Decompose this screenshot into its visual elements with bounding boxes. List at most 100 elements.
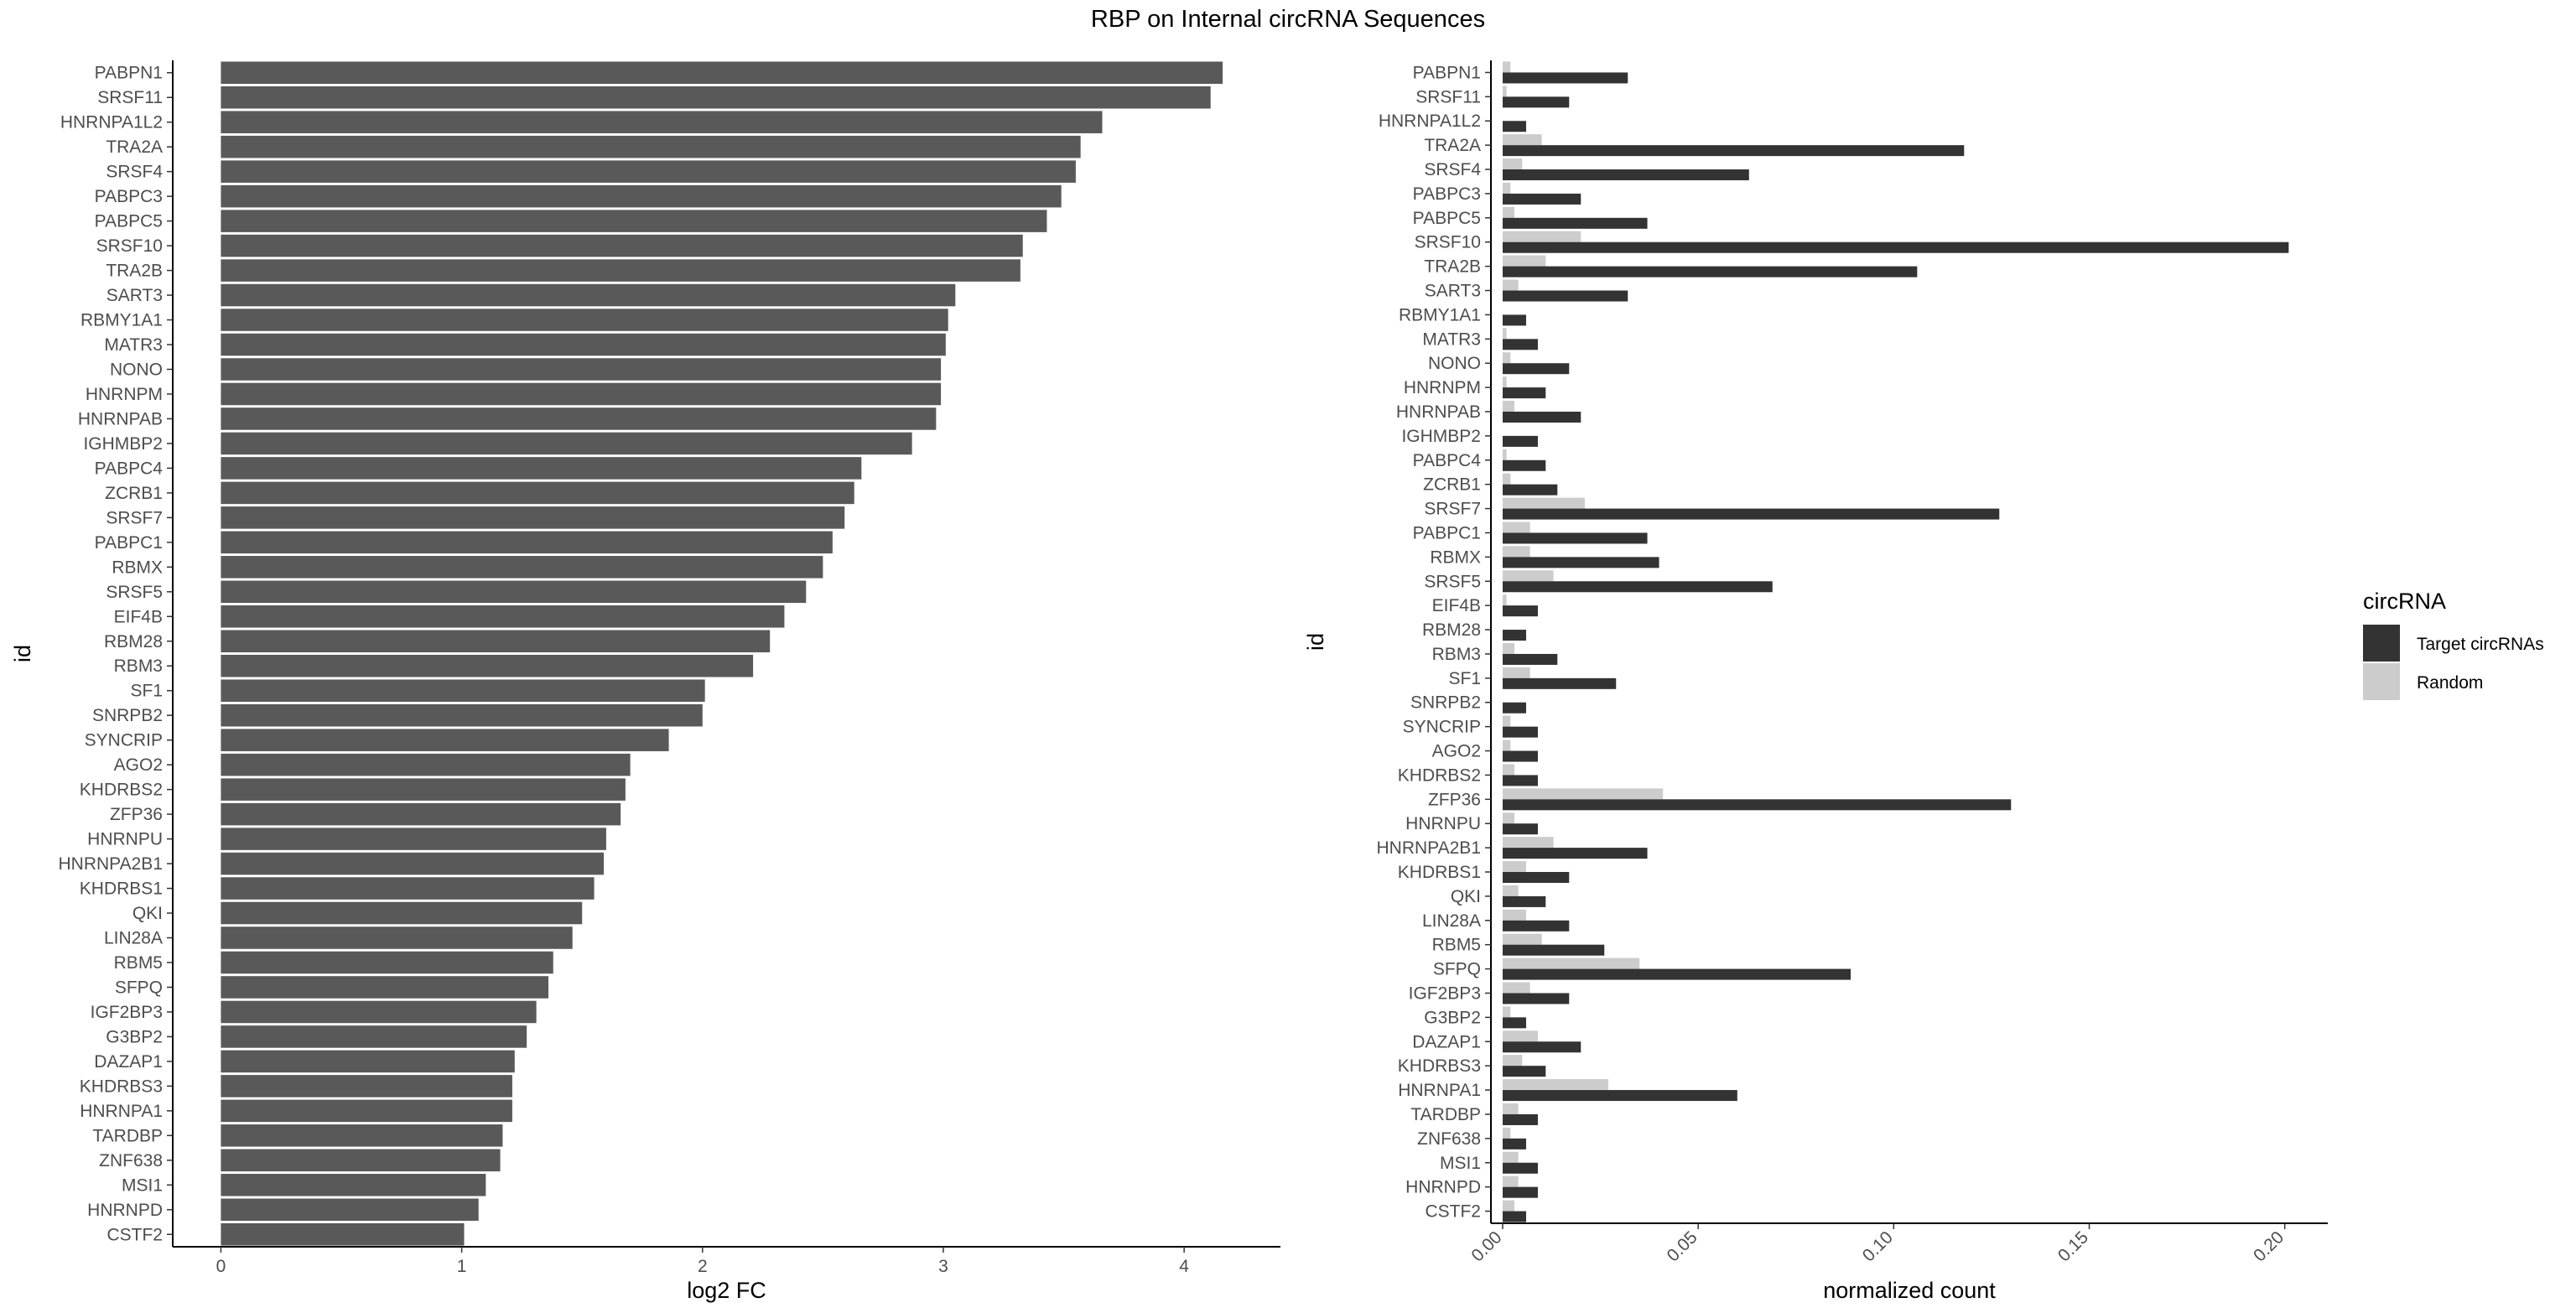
right-bar-random — [1502, 715, 1511, 727]
right-bar-target — [1502, 557, 1659, 568]
right-bar-target — [1502, 1113, 1538, 1125]
right-bar-random — [1502, 61, 1511, 73]
left-bar — [221, 1124, 503, 1147]
left-bar — [221, 333, 946, 356]
right-y-tick-label: HNRNPA2B1 — [1377, 838, 1481, 858]
right-bar-target — [1502, 508, 2000, 520]
left-y-tick-label: HNRNPAB — [78, 409, 163, 428]
left-bar — [221, 605, 785, 628]
figure-title: RBP on Internal circRNA Sequences — [1091, 6, 1485, 33]
right-bar-random — [1502, 1151, 1519, 1163]
right-bar-target — [1502, 750, 1538, 762]
left-y-tick-label: SRSF11 — [97, 88, 163, 107]
right-bar-random — [1502, 182, 1511, 194]
right-bar-random — [1502, 134, 1542, 146]
right-bar-random — [1502, 522, 1530, 533]
right-bar-target — [1502, 895, 1546, 907]
left-bar — [221, 729, 669, 751]
left-x-tick-label: 2 — [698, 1257, 708, 1276]
left-y-axis-title: id — [10, 645, 35, 662]
left-y-tick-label: TARDBP — [92, 1126, 163, 1145]
left-y-tick-label: TRA2A — [106, 138, 163, 157]
left-bar — [221, 580, 807, 604]
right-y-tick-label: NONO — [1428, 354, 1481, 373]
right-y-tick-label: SRSF7 — [1424, 500, 1481, 519]
right-bar-random — [1502, 570, 1554, 582]
left-x-tick-label: 3 — [938, 1257, 948, 1276]
left-y-tick-label: HNRNPA1 — [80, 1102, 163, 1121]
right-bar-random — [1502, 667, 1530, 678]
legend-label-random: Random — [2417, 673, 2483, 693]
right-bar-random — [1502, 86, 1507, 97]
right-y-tick-label: TARDBP — [1410, 1105, 1481, 1124]
left-y-tick-label: PABPC3 — [95, 187, 163, 206]
left-bar — [221, 86, 1211, 109]
left-bar — [221, 703, 703, 727]
right-bar-random — [1502, 788, 1664, 800]
left-bar — [221, 457, 862, 480]
right-y-tick-label: HNRNPA1L2 — [1379, 112, 1481, 131]
legend-swatch-random — [2363, 663, 2400, 700]
left-y-tick-label: HNRNPD — [87, 1201, 163, 1220]
right-y-tick-label: RBM28 — [1422, 620, 1481, 640]
left-bar — [221, 309, 948, 331]
right-bar-target — [1502, 581, 1773, 593]
left-y-tick-label: EIF4B — [114, 607, 163, 626]
left-y-tick-label: MATR3 — [104, 335, 163, 355]
left-bar — [221, 506, 845, 529]
left-y-tick-label: ZFP36 — [110, 805, 163, 824]
right-bar-target — [1502, 993, 1570, 1004]
right-y-tick-label: ZNF638 — [1417, 1129, 1481, 1149]
right-bar-random — [1502, 861, 1526, 873]
left-bar — [221, 407, 937, 430]
left-y-tick-label: DAZAP1 — [94, 1052, 163, 1072]
right-bar-target — [1502, 799, 2012, 811]
right-bar-target — [1502, 363, 1570, 375]
right-bar-random — [1502, 1127, 1511, 1139]
right-bar-random — [1502, 279, 1519, 291]
right-bar-target — [1502, 314, 1526, 326]
right-y-tick-label: RBMX — [1430, 548, 1481, 567]
right-bar-target — [1502, 1090, 1737, 1102]
left-x-axis-title: log2 FC — [687, 1278, 766, 1303]
left-bar — [221, 1025, 527, 1048]
left-x-tick-label: 4 — [1179, 1257, 1189, 1276]
legend-swatch-target — [2363, 625, 2400, 662]
right-bar-target — [1502, 726, 1538, 738]
right-y-tick-label: IGHMBP2 — [1401, 427, 1481, 446]
left-y-tick-label: KHDRBS2 — [80, 781, 163, 800]
right-y-tick-label: TRA2A — [1424, 136, 1481, 155]
left-y-tick-label: AGO2 — [114, 755, 163, 775]
left-bar — [221, 901, 583, 925]
right-bar-target — [1502, 1066, 1546, 1077]
right-bar-random — [1502, 473, 1511, 485]
left-y-tick-label: RBM3 — [114, 656, 163, 676]
right-bar-random — [1502, 449, 1507, 460]
left-y-tick-label: RBMX — [112, 558, 163, 577]
right-bar-random — [1502, 1079, 1608, 1091]
left-y-tick-label: IGF2BP3 — [91, 1003, 163, 1022]
left-y-tick-label: KHDRBS3 — [80, 1077, 163, 1096]
left-y-tick-label: KHDRBS1 — [80, 880, 163, 899]
left-x-tick-label: 1 — [457, 1257, 467, 1276]
right-bar-target — [1502, 920, 1570, 932]
right-x-tick-label: 0.05 — [1664, 1227, 1701, 1265]
left-y-tick-label: SRSF5 — [106, 583, 163, 602]
right-y-tick-label: AGO2 — [1432, 742, 1481, 761]
left-y-tick-label: SRSF7 — [106, 508, 163, 527]
right-bar-random — [1502, 837, 1554, 849]
legend-label-target: Target circRNAs — [2417, 635, 2544, 654]
right-y-tick-label: PABPC1 — [1413, 523, 1481, 542]
right-bar-target — [1502, 630, 1526, 641]
left-bar-chart: PABPN1 SRSF11 HNRNPA1L2 TRA2A SRSF4 PABPC3 PAB… — [10, 60, 1280, 1303]
right-bar-target — [1502, 121, 1526, 132]
left-bar — [221, 135, 1081, 158]
left-bar — [221, 160, 1076, 183]
right-y-tick-label: HNRNPU — [1405, 814, 1481, 833]
right-bar-target — [1502, 1017, 1526, 1029]
right-y-tick-label: SYNCRIP — [1403, 718, 1481, 737]
right-bar-target — [1502, 653, 1558, 665]
right-y-tick-label: SRSF4 — [1424, 160, 1481, 179]
left-y-tick-label: SYNCRIP — [85, 731, 163, 750]
